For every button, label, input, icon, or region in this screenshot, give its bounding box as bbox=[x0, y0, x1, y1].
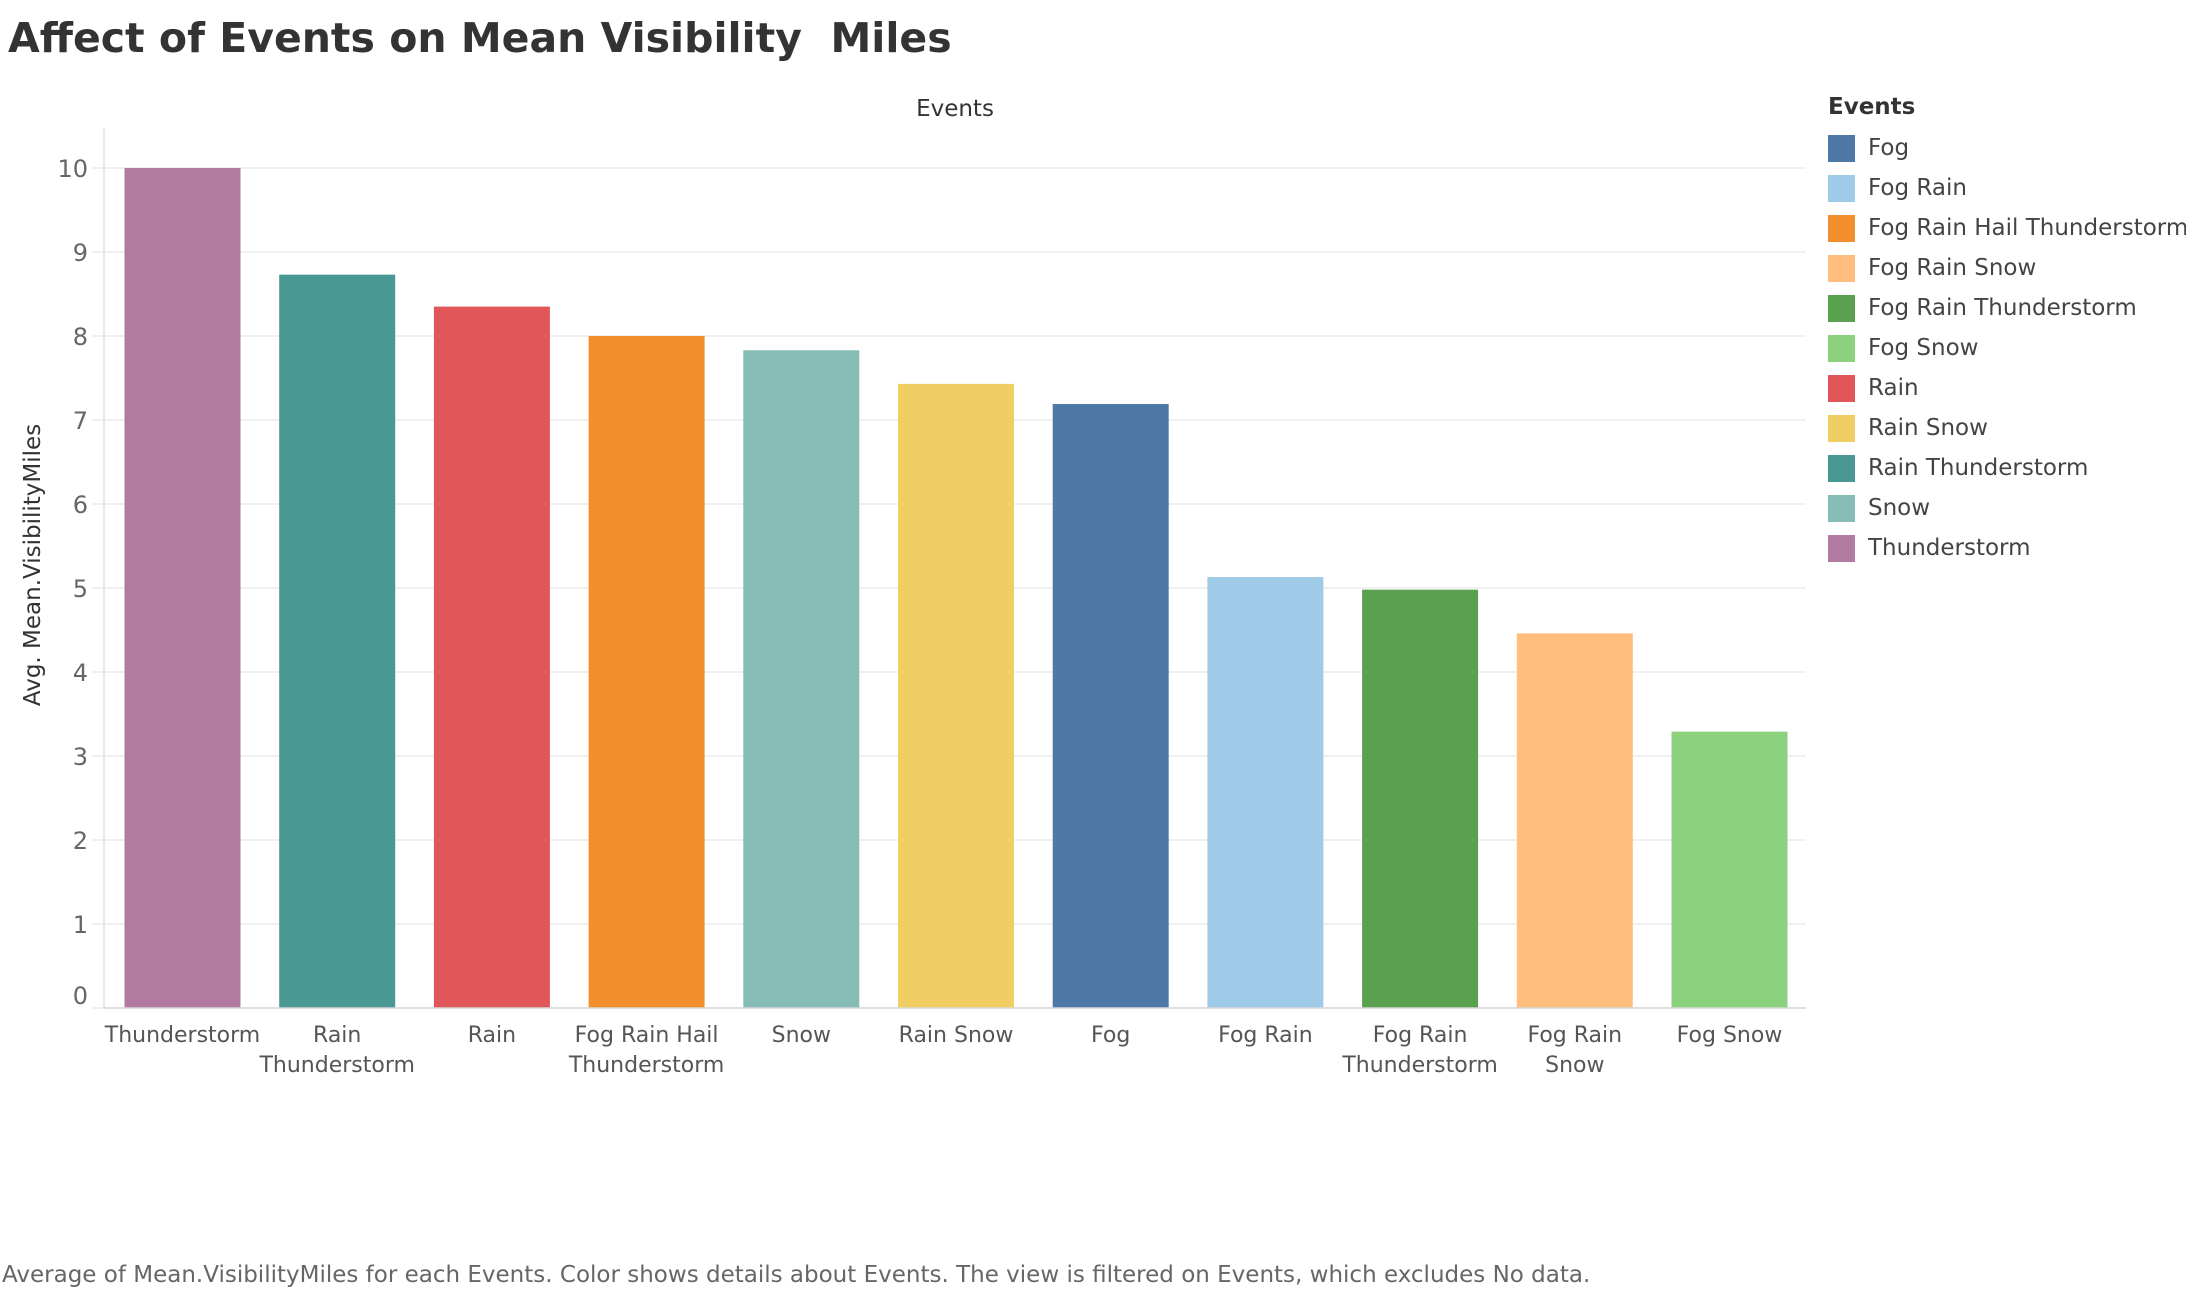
legend-item[interactable]: Rain Thunderstorm bbox=[1828, 448, 2184, 488]
legend-item[interactable]: Fog bbox=[1828, 128, 2184, 168]
legend: Events Fog Fog Rain Fog Rain Hail Thunders… bbox=[1828, 92, 2186, 568]
y-tick-label: 7 bbox=[73, 407, 88, 435]
legend-label: Fog bbox=[1868, 135, 1910, 161]
legend-item[interactable]: Thunderstorm bbox=[1828, 528, 2184, 568]
bars bbox=[124, 168, 1788, 1009]
x-tick-label: Fog Rain Snow bbox=[1527, 1023, 1622, 1078]
x-axis-title: Events bbox=[916, 96, 994, 122]
legend-item[interactable]: Rain Snow bbox=[1828, 408, 2184, 448]
legend-item[interactable]: Rain bbox=[1828, 368, 2184, 408]
legend-label: Fog Rain Thunderstorm bbox=[1868, 295, 2137, 321]
x-tick-label: Rain Thunderstorm bbox=[258, 1023, 414, 1078]
legend-item[interactable]: Snow bbox=[1828, 488, 2184, 528]
bar[interactable] bbox=[433, 306, 550, 1009]
x-tick-label: Rain Snow bbox=[899, 1023, 1014, 1048]
legend-label: Fog Rain Snow bbox=[1868, 255, 2037, 281]
legend-swatch bbox=[1828, 214, 1855, 242]
legend-item[interactable]: Fog Snow bbox=[1828, 328, 2184, 368]
y-tick-label: 8 bbox=[73, 323, 88, 351]
bar[interactable] bbox=[588, 336, 705, 1008]
legend-swatch bbox=[1828, 454, 1855, 482]
x-tick-label: Fog Snow bbox=[1677, 1023, 1783, 1048]
legend-label: Rain Snow bbox=[1868, 415, 1988, 441]
y-tick-label: 1 bbox=[73, 911, 88, 939]
legend-item[interactable]: Fog Rain Snow bbox=[1828, 248, 2184, 288]
bar[interactable] bbox=[1516, 633, 1633, 1008]
x-tick-label: Fog Rain Thunderstorm bbox=[1341, 1023, 1497, 1078]
legend-swatch bbox=[1828, 534, 1855, 562]
x-tick-label: Rain bbox=[468, 1023, 516, 1048]
legend-label: Snow bbox=[1868, 495, 1931, 521]
legend-swatch bbox=[1828, 414, 1855, 442]
y-tick-label: 9 bbox=[73, 239, 88, 267]
legend-item[interactable]: Fog Rain Thunderstorm bbox=[1828, 288, 2184, 328]
legend-title: Events bbox=[1828, 94, 1916, 120]
y-tick-label: 2 bbox=[73, 827, 88, 855]
y-tick-label: 6 bbox=[73, 491, 88, 519]
x-tick-label: Fog bbox=[1091, 1023, 1130, 1048]
y-tick-label: 5 bbox=[73, 575, 88, 603]
y-tick-label: 10 bbox=[57, 155, 88, 183]
legend-label: Fog Rain bbox=[1868, 175, 1967, 201]
y-tick-label: 4 bbox=[73, 659, 88, 687]
legend-label: Fog Rain Hail Thunderstorm bbox=[1868, 215, 2186, 241]
legend-label: Fog Snow bbox=[1868, 335, 1979, 361]
y-axis-title: Avg. Mean.VisibilityMiles bbox=[20, 424, 46, 706]
legend-swatch bbox=[1828, 334, 1855, 362]
bar[interactable] bbox=[743, 350, 860, 1008]
chart-caption: Average of Mean.VisibilityMiles for each… bbox=[2, 1262, 1591, 1288]
legend-swatch bbox=[1828, 294, 1855, 322]
legend-swatch bbox=[1828, 494, 1855, 522]
y-tick-label: 0 bbox=[73, 982, 88, 1010]
legend-item[interactable]: Fog Rain Hail Thunderstorm bbox=[1828, 208, 2186, 248]
axes: 0 1 2 3 4 5 6 7 8 9 10 Events Avg. Mean.VisibilityMi… bbox=[20, 96, 1806, 1078]
y-tick-label: 3 bbox=[73, 743, 88, 771]
x-tick-label: Thunderstorm bbox=[104, 1023, 260, 1048]
bar[interactable] bbox=[1052, 404, 1169, 1008]
legend-label: Thunderstorm bbox=[1868, 535, 2031, 561]
x-tick-label: Fog Rain Hail Thunderstorm bbox=[568, 1023, 724, 1078]
legend-label: Rain Thunderstorm bbox=[1868, 455, 2089, 481]
bar[interactable] bbox=[124, 168, 241, 1008]
bar[interactable] bbox=[1207, 577, 1324, 1008]
legend-swatch bbox=[1828, 374, 1855, 402]
bar[interactable] bbox=[1362, 589, 1479, 1008]
chart-title: Affect of Events on Mean Visibility Mile… bbox=[8, 14, 952, 62]
bar[interactable] bbox=[898, 383, 1014, 1008]
legend-label: Rain bbox=[1868, 375, 1919, 401]
legend-item[interactable]: Fog Rain bbox=[1828, 168, 2184, 208]
legend-swatch bbox=[1828, 134, 1855, 162]
legend-swatch bbox=[1828, 174, 1855, 202]
legend-swatch bbox=[1828, 254, 1855, 282]
x-tick-label: Snow bbox=[772, 1023, 831, 1048]
bar[interactable] bbox=[1671, 731, 1788, 1008]
bar[interactable] bbox=[279, 274, 396, 1008]
x-tick-label: Fog Rain bbox=[1218, 1023, 1313, 1048]
legend-items: Fog Fog Rain Fog Rain Hail Thunderstorm Fog… bbox=[1828, 128, 2186, 568]
